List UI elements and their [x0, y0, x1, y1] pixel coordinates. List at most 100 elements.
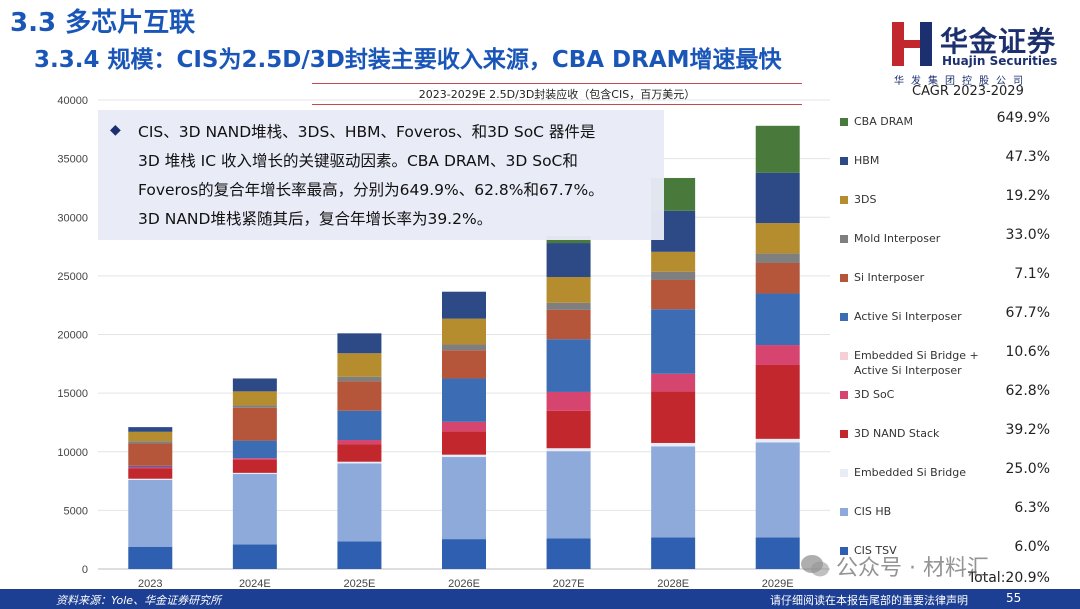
bar-segment — [755, 253, 800, 263]
bar-segment — [755, 438, 800, 443]
legend-item: Mold Interposer — [840, 231, 1014, 246]
callout-line-1: CIS、3D NAND堆栈、3DS、HBM、Foveros、和3D SoC 器件… — [138, 123, 596, 141]
bar-segment — [546, 309, 591, 340]
bar-segment — [232, 407, 277, 441]
legend-swatch — [840, 274, 848, 282]
footer-disclaimer: 请仔细阅读在本报告尾部的重要法律声明 — [770, 594, 968, 607]
legend-cagr-value: 7.1% — [1014, 266, 1050, 282]
bar-segment — [337, 440, 382, 445]
legend-label: CIS TSV — [854, 544, 897, 557]
callout-line-2: 3D 堆栈 IC 收入增长的关键驱动因素。CBA DRAM、3D SoC和 — [138, 152, 578, 170]
bar-segment — [232, 378, 277, 392]
legend-cagr-value: 6.0% — [1014, 539, 1050, 555]
legend-cagr-value: 19.2% — [1005, 188, 1050, 204]
bar-segment — [755, 262, 800, 294]
bar-segment — [442, 350, 486, 379]
bar-segment — [128, 431, 173, 442]
bar-segment — [442, 421, 486, 432]
legend-swatch — [840, 157, 848, 165]
legend-item: Embedded Si Bridge + Active Si Interpose… — [840, 348, 1014, 378]
legend-swatch — [840, 352, 848, 360]
legend-label: Active Si Interposer — [854, 310, 962, 323]
y-tick-label: 40000 — [57, 95, 88, 107]
bar-segment — [337, 353, 382, 377]
bar-segment — [442, 431, 486, 455]
bar-segment — [755, 442, 800, 538]
callout-line-4: 3D NAND堆栈紧随其后，复合年增长率为39.2%。 — [138, 210, 493, 228]
bar-segment — [232, 391, 277, 406]
legend-swatch — [840, 313, 848, 321]
slide-subtitle: 3.3.4 规模：CIS为2.5D/3D封装主要收入来源，CBA DRAM增速最… — [34, 47, 782, 73]
bar-segment — [651, 309, 696, 374]
y-tick-label: 30000 — [57, 212, 88, 224]
bar-segment — [337, 461, 382, 464]
bar-segment — [337, 444, 382, 462]
bar-segment — [128, 465, 173, 467]
legend-swatch — [840, 430, 848, 438]
x-tick-label: 2027E — [553, 578, 585, 590]
legend-label: 3DS — [854, 193, 877, 206]
bar-segment — [232, 474, 277, 545]
legend-swatch — [840, 118, 848, 126]
x-tick-label: 2028E — [657, 578, 689, 590]
legend-label: CIS HB — [854, 505, 892, 518]
bar-segment — [546, 448, 591, 452]
logo-name-cn: 华金证券 — [940, 25, 1057, 58]
bar-segment — [651, 373, 696, 392]
diamond-bullet-icon: ◆ — [110, 122, 121, 138]
bar-segment — [232, 459, 277, 473]
logo-subtitle: 华发集团控股公司 — [894, 76, 1030, 87]
legend-item: CBA DRAM — [840, 114, 1014, 129]
bar-segment — [337, 333, 382, 354]
legend-swatch — [840, 547, 848, 555]
legend-label: CBA DRAM — [854, 115, 913, 128]
bar-segment — [546, 339, 591, 392]
legend-cagr-value: 33.0% — [1005, 227, 1050, 243]
x-tick-label: 2026E — [448, 578, 480, 590]
legend-item: Active Si Interposer — [840, 309, 1014, 324]
legend-item: Embedded Si Bridge — [840, 465, 1014, 480]
bar-segment — [128, 466, 173, 469]
logo-mark-icon — [892, 22, 932, 66]
legend-swatch — [840, 196, 848, 204]
x-tick-label: 2024E — [239, 578, 271, 590]
company-logo: 华金证券 Huajin Securities 华发集团控股公司 — [888, 20, 1078, 90]
bar-segment — [442, 454, 486, 458]
bar-segment — [651, 391, 696, 443]
legend-swatch — [840, 391, 848, 399]
section-title: 3.3 多芯片互联 — [10, 8, 196, 38]
bar-segment — [651, 442, 696, 447]
bar-segment — [128, 479, 173, 547]
bar-segment — [755, 537, 800, 569]
bar-segment — [337, 376, 382, 382]
logo-name-en: Huajin Securities — [942, 54, 1058, 68]
callout-line-3: Foveros的复合年增长率最高，分别为649.9%、62.8%和67.7%。 — [138, 181, 604, 199]
bar-segment — [232, 440, 277, 459]
bar-segment — [128, 546, 173, 569]
footer-source: 资料来源：Yole、华金证券研究所 — [56, 594, 222, 607]
bar-segment — [128, 478, 173, 480]
legend-cagr-value: 25.0% — [1005, 461, 1050, 477]
bar-segment — [546, 410, 591, 449]
bar-segment — [232, 544, 277, 569]
bar-segment — [755, 293, 800, 346]
bar-segment — [442, 344, 486, 351]
bar-segment — [546, 538, 591, 569]
bar-segment — [546, 277, 591, 303]
legend-item: Si Interposer — [840, 270, 1014, 285]
bar-segment — [651, 279, 696, 310]
bar-segment — [546, 302, 591, 310]
legend-item: CIS HB — [840, 504, 1014, 519]
y-tick-label: 5000 — [64, 505, 88, 517]
legend-label: 3D NAND Stack — [854, 427, 940, 440]
bar-segment — [128, 427, 173, 432]
legend-item: CIS TSV — [840, 543, 1014, 558]
legend-label: Si Interposer — [854, 271, 925, 284]
legend-item: HBM — [840, 153, 1014, 168]
bar-segment — [128, 443, 173, 466]
cagr-header: CAGR 2023-2029 — [912, 84, 1024, 99]
legend-cagr-value: 62.8% — [1005, 383, 1050, 399]
bar-segment — [651, 446, 696, 538]
y-tick-label: 10000 — [57, 447, 88, 459]
